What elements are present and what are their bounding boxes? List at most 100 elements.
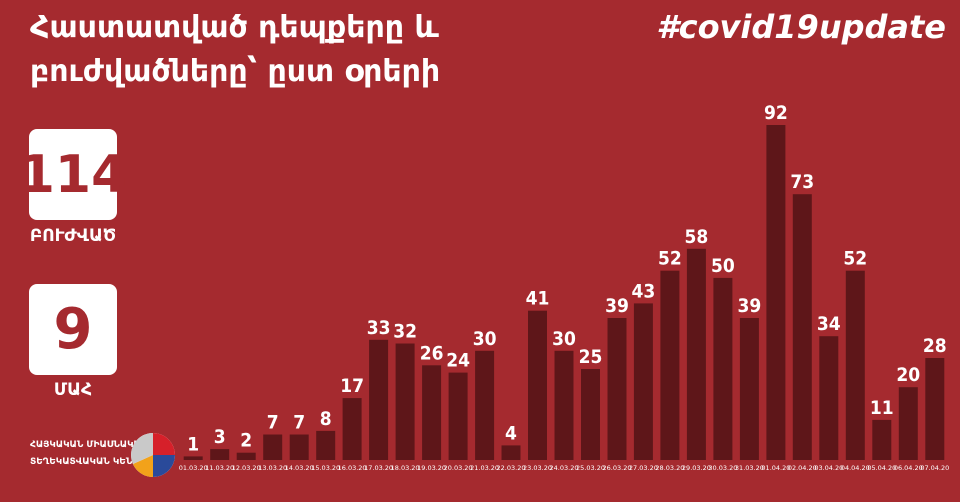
- x-tick-label-7: 17.03.20: [364, 464, 393, 472]
- x-tick-label-27: 06.04.20: [894, 464, 923, 472]
- data-label-9: 26: [420, 342, 444, 364]
- x-tick-label-20: 30.03.20: [708, 464, 737, 472]
- x-tick-label-10: 20.03.20: [444, 464, 473, 472]
- x-tick-label-19: 29.03.20: [682, 464, 711, 472]
- chart-title: Հաստատված դեպքերը և բուժվածները՝ ըստ օրե…: [30, 6, 440, 94]
- bar-19: [686, 248, 706, 460]
- bar-23: [792, 194, 812, 460]
- data-label-18: 52: [658, 248, 682, 270]
- data-label-20: 50: [711, 255, 735, 277]
- bar-2: [236, 452, 256, 460]
- data-label-8: 32: [393, 321, 417, 343]
- bar-4: [289, 434, 309, 460]
- x-tick-label-23: 02.04.20: [788, 464, 817, 472]
- x-tick-label-5: 15.03.20: [311, 464, 340, 472]
- x-tick-label-8: 18.03.20: [391, 464, 420, 472]
- data-label-19: 58: [685, 226, 709, 248]
- data-label-28: 28: [923, 335, 947, 357]
- recovered-count: 114: [18, 144, 128, 205]
- deaths-count-box: 9: [29, 284, 117, 375]
- data-label-3: 7: [267, 412, 279, 434]
- data-label-12: 4: [505, 422, 517, 444]
- x-tick-label-15: 25.03.20: [576, 464, 605, 472]
- bar-3: [263, 434, 283, 460]
- x-tick-label-28: 07.04.20: [920, 464, 949, 472]
- x-tick-label-9: 19.03.20: [417, 464, 446, 472]
- bar-10: [448, 372, 468, 460]
- title-line-2: բուժվածները՝ ըստ օրերի: [30, 54, 441, 89]
- data-label-6: 17: [340, 375, 364, 397]
- x-tick-label-17: 27.03.20: [629, 464, 658, 472]
- x-tick-label-21: 31.03.20: [735, 464, 764, 472]
- title-line-1: Հաստատված դեպքերը և: [30, 10, 439, 45]
- data-label-7: 33: [367, 317, 391, 339]
- data-label-10: 24: [446, 350, 470, 372]
- recovered-count-box: 114: [19, 129, 127, 220]
- data-label-5: 8: [320, 408, 332, 430]
- deaths-label: ՄԱՀ: [53, 380, 93, 400]
- data-label-14: 30: [552, 328, 576, 350]
- recovered-label: ԲՈՒԺՎԱԾ: [29, 226, 117, 246]
- data-label-23: 73: [790, 171, 814, 193]
- organization-name-line-2: ՏԵՂԵԿԱՏՎԱԿԱՆ ԿԵՆՏՐՈՆ: [30, 457, 158, 467]
- bar-1: [210, 449, 230, 460]
- x-tick-label-11: 21.03.20: [470, 464, 499, 472]
- x-tick-label-16: 26.03.20: [603, 464, 632, 472]
- x-tick-label-25: 04.04.20: [841, 464, 870, 472]
- data-label-1: 3: [214, 426, 226, 448]
- x-tick-label-24: 03.04.20: [814, 464, 843, 472]
- data-label-4: 7: [293, 412, 305, 434]
- bar-26: [872, 419, 892, 460]
- x-tick-label-22: 01.04.20: [761, 464, 790, 472]
- data-label-26: 11: [870, 397, 894, 419]
- data-label-15: 25: [579, 346, 603, 368]
- hashtag: #covid19update: [656, 8, 946, 46]
- bar-21: [739, 318, 759, 460]
- bar-5: [316, 430, 336, 460]
- data-label-24: 34: [817, 313, 841, 335]
- x-tick-label-0: 01.03.20: [179, 464, 208, 472]
- x-tick-label-4: 14.03.20: [285, 464, 314, 472]
- organization-logo-icon: [131, 433, 175, 477]
- organization-name: ՀԱՅԿԱԿԱՆ ՄԻԱՍՆԱԿԱՆ ՏԵՂԵԿԱՏՎԱԿԱՆ ԿԵՆՏՐՈՆ: [30, 437, 158, 471]
- data-label-16: 39: [605, 295, 629, 317]
- bar-14: [554, 350, 574, 460]
- data-label-25: 52: [843, 248, 867, 270]
- x-tick-label-2: 12.03.20: [232, 464, 261, 472]
- x-tick-label-26: 05.04.20: [867, 464, 896, 472]
- bar-9: [422, 365, 442, 460]
- bar-6: [342, 398, 362, 460]
- x-tick-label-13: 23.03.20: [523, 464, 552, 472]
- x-tick-label-12: 22.03.20: [497, 464, 526, 472]
- data-label-21: 39: [738, 295, 762, 317]
- bar-22: [766, 125, 786, 460]
- data-label-27: 20: [896, 364, 920, 386]
- bar-28: [925, 358, 945, 460]
- bar-25: [845, 270, 865, 460]
- bar-16: [607, 318, 627, 460]
- x-tick-label-18: 28.03.20: [655, 464, 684, 472]
- bar-24: [819, 336, 839, 460]
- data-label-13: 41: [526, 288, 550, 310]
- bar-20: [713, 277, 733, 460]
- bar-0: [183, 456, 203, 460]
- data-label-17: 43: [632, 280, 656, 302]
- x-tick-label-14: 24.03.20: [550, 464, 579, 472]
- x-tick-label-6: 16.03.20: [338, 464, 367, 472]
- bar-27: [898, 387, 918, 460]
- bar-13: [528, 310, 547, 460]
- x-tick-label-3: 13.03.20: [258, 464, 287, 472]
- organization-name-line-1: ՀԱՅԿԱԿԱՆ ՄԻԱՍՆԱԿԱՆ: [30, 440, 148, 450]
- bar-12: [501, 445, 521, 460]
- bar-18: [660, 270, 680, 460]
- bar-7: [369, 339, 389, 460]
- bar-17: [633, 303, 653, 460]
- bar-8: [395, 343, 415, 460]
- data-label-22: 92: [764, 102, 788, 124]
- data-label-2: 2: [240, 430, 252, 452]
- x-tick-label-1: 11.03.20: [205, 464, 234, 472]
- data-label-0: 1: [187, 433, 199, 455]
- bar-15: [581, 369, 600, 460]
- data-label-11: 30: [473, 328, 497, 350]
